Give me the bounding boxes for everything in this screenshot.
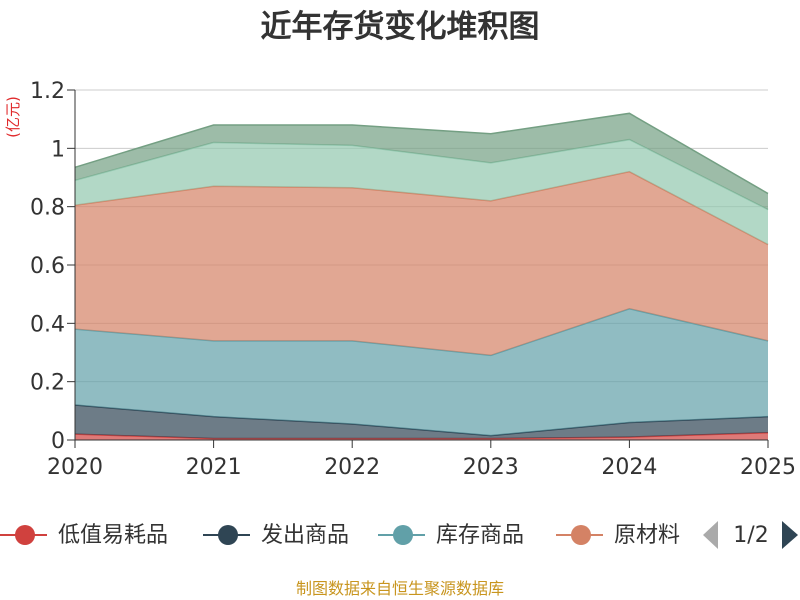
- x-tick-label: 2025: [740, 455, 796, 480]
- legend-item-4[interactable]: 原材料: [556, 523, 680, 548]
- legend-items: 低值易耗品 发出商品 库存商品 原材料: [0, 523, 680, 548]
- pager-page-text: 1/2: [733, 523, 768, 548]
- legend-label: 库存商品: [436, 523, 524, 548]
- y-tick-label: 1.2: [30, 79, 65, 104]
- data-source-note: 制图数据来自恒生聚源数据库: [296, 579, 504, 598]
- area-series-6: [75, 113, 768, 210]
- y-tick-label: 0.2: [30, 371, 65, 396]
- area-series-3: [75, 308, 768, 436]
- legend-marker: [571, 525, 591, 545]
- legend-marker: [15, 525, 35, 545]
- legend-item-1[interactable]: 低值易耗品: [0, 523, 168, 548]
- legend-item-2[interactable]: 发出商品: [203, 523, 349, 548]
- x-tick-label: 2023: [463, 455, 519, 480]
- area-series-4: [75, 171, 768, 356]
- legend-label: 发出商品: [261, 523, 349, 548]
- chart-title: 近年存货变化堆积图: [261, 9, 540, 45]
- area-series-line-6: [74, 112, 769, 195]
- y-tick-label: 0.8: [30, 196, 65, 221]
- area-series-group: [74, 112, 769, 440]
- pager-next-arrow-icon[interactable]: [782, 521, 798, 549]
- legend: 低值易耗品 发出商品 库存商品 原材料: [0, 523, 680, 548]
- legend-pager: 1/2: [703, 521, 798, 549]
- y-axis-unit: (亿元): [4, 96, 22, 138]
- y-tick-label: 1: [51, 137, 65, 162]
- axes: 0 0.2 0.4 0.6 0.8 1 1.2 2020 2021 2022 2023 2024 202…: [30, 79, 796, 480]
- x-tick-label: 2024: [601, 455, 657, 480]
- y-tick-label: 0.4: [30, 312, 65, 337]
- x-tick-label: 2021: [186, 455, 242, 480]
- legend-label: 原材料: [614, 523, 680, 548]
- pager-prev-arrow-icon[interactable]: [703, 521, 718, 549]
- area-series-2: [75, 405, 768, 439]
- legend-item-3[interactable]: 库存商品: [378, 523, 524, 548]
- legend-marker: [393, 525, 413, 545]
- area-series-5: [75, 139, 768, 245]
- x-tick-label: 2022: [324, 455, 380, 480]
- y-tick-label: 0.6: [30, 254, 65, 279]
- legend-label: 低值易耗品: [58, 523, 168, 548]
- y-tick-label: 0: [51, 429, 65, 454]
- legend-marker: [218, 525, 238, 545]
- x-tick-label: 2020: [47, 455, 103, 480]
